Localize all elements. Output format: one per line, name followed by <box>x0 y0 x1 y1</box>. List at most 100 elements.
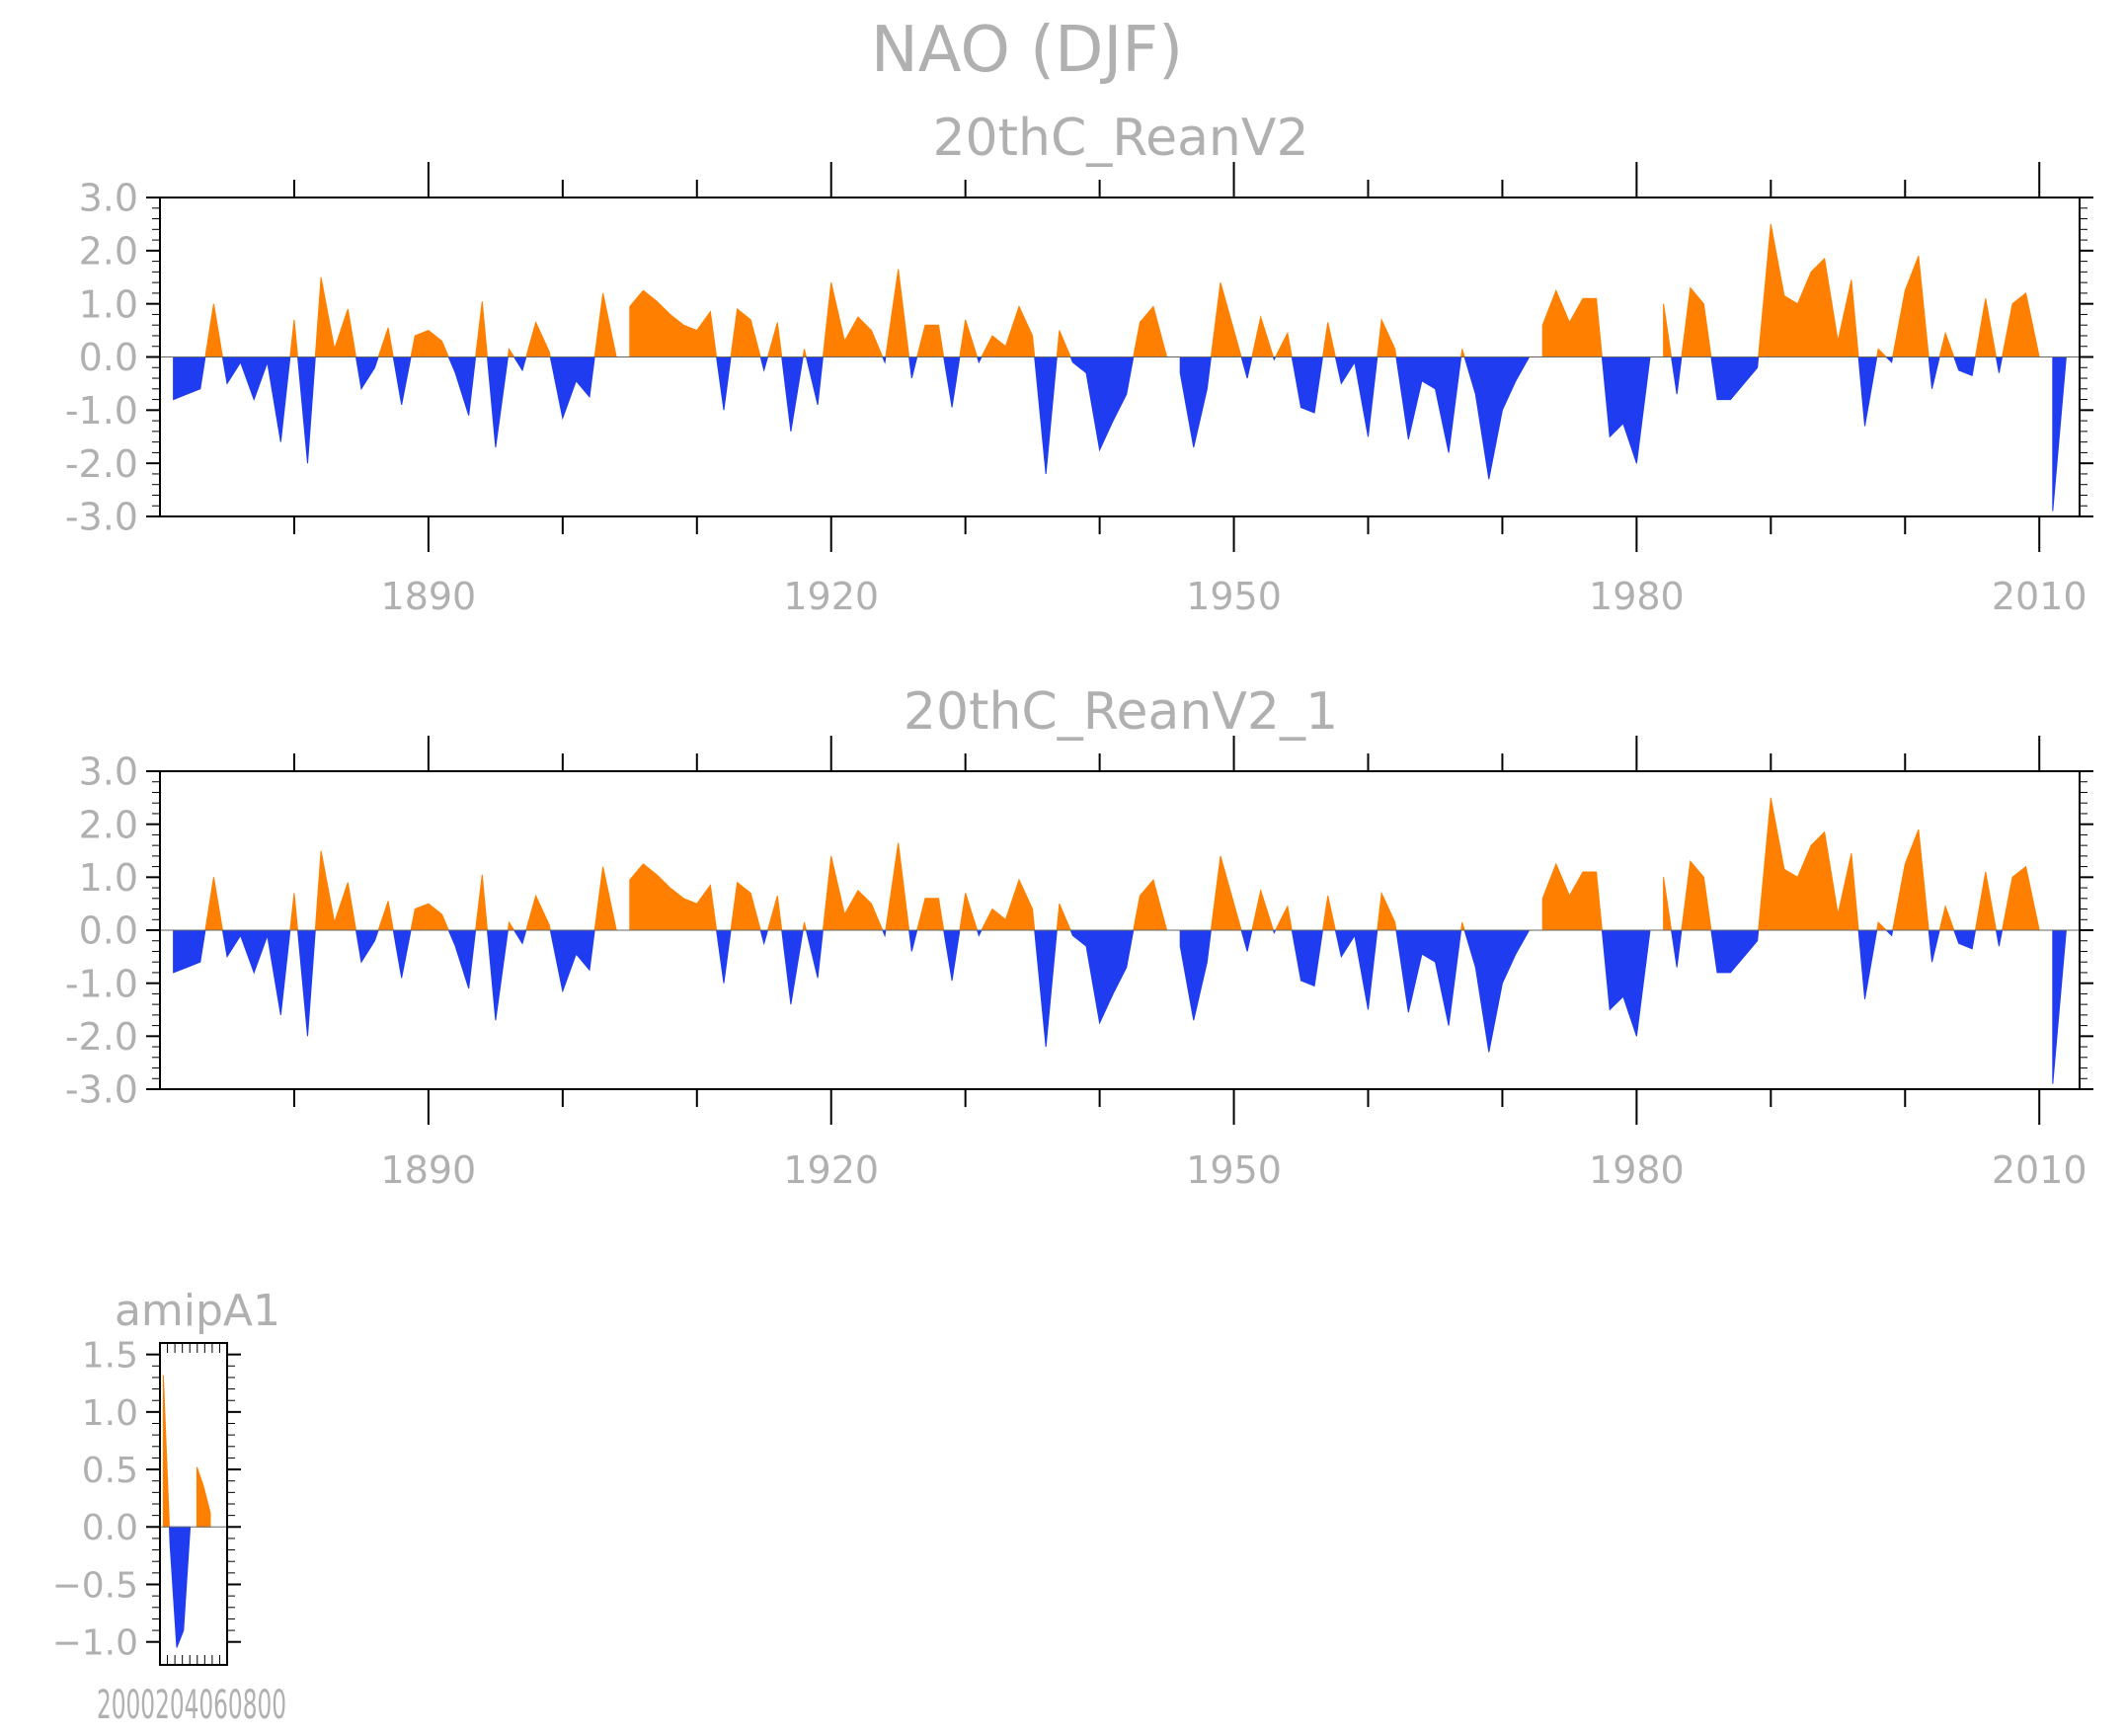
positive-area-18 <box>1056 904 1071 931</box>
x-tick-label: 1950 <box>1186 575 1282 618</box>
positive-area-25 <box>1460 349 1465 357</box>
y-tick-label: -3.0 <box>65 1068 138 1112</box>
negative-area-15 <box>943 929 961 982</box>
positive-area-17 <box>981 878 1036 931</box>
y-tick-label: 0.0 <box>79 909 138 953</box>
negative-area-24 <box>1395 929 1462 1026</box>
x-tick-label: 1950 <box>1186 1148 1282 1192</box>
positive-area-20 <box>1210 281 1242 357</box>
negative-area-7 <box>512 356 527 372</box>
positive-area-1 <box>289 893 299 931</box>
negative-area-13 <box>882 929 887 938</box>
negative-area-33 <box>1995 356 2004 373</box>
positive-area-4 <box>410 903 450 931</box>
positive-area-34 <box>2001 292 2040 357</box>
x-tick-label: 1920 <box>783 1148 879 1192</box>
negative-area-1 <box>221 929 291 1015</box>
negative-area-28 <box>1710 929 1760 974</box>
negative-area-1 <box>221 356 291 442</box>
positive-area-13 <box>822 281 884 357</box>
panel-20thc-reanv2-1: 20thC_ReanV2_1 3.0 2.0 1.0 0.0 -1.0 -2.0 -3.0 1… <box>65 682 2093 1192</box>
positive-area-7 <box>525 321 551 357</box>
positive-area-4 <box>410 330 450 357</box>
negative-area-0 <box>168 1526 192 1648</box>
positive-area-3 <box>377 901 394 931</box>
positive-area-16 <box>959 319 979 357</box>
positive-area-13 <box>822 855 884 931</box>
x-tick-label: 1920 <box>783 575 879 618</box>
negative-area-16 <box>976 356 983 364</box>
y-tick-label: -2.0 <box>65 442 138 486</box>
positive-area-27 <box>1663 303 1673 357</box>
negative-area-32 <box>1953 356 1977 376</box>
positive-area-5 <box>475 300 489 357</box>
positive-area-6 <box>507 347 515 357</box>
negative-area-12 <box>805 356 824 406</box>
positive-area-32 <box>1938 905 1955 931</box>
negative-area-29 <box>1857 356 1878 427</box>
negative-area-23 <box>1334 356 1378 437</box>
positive-area-19 <box>1133 878 1168 931</box>
negative-area-6 <box>486 356 509 448</box>
negative-area-22 <box>1291 929 1324 987</box>
negative-area-18 <box>1069 929 1135 1025</box>
negative-area-28 <box>1710 356 1760 401</box>
negative-area-3 <box>354 356 379 391</box>
positive-area-21 <box>1251 888 1275 931</box>
negative-area-24 <box>1395 356 1462 453</box>
positive-area-21 <box>1251 315 1275 357</box>
panel-title: 20thC_ReanV2_1 <box>904 682 1338 742</box>
positive-area-10 <box>730 308 761 357</box>
positive-area-31 <box>1892 256 1929 357</box>
negative-area-10 <box>759 356 769 372</box>
negative-area-7 <box>512 929 527 945</box>
negative-area-8 <box>549 929 595 993</box>
positive-area-3 <box>377 327 394 357</box>
positive-area-15 <box>916 898 945 931</box>
positive-area-30 <box>1876 920 1888 931</box>
positive-area-23 <box>1321 322 1337 357</box>
negative-area-34 <box>2052 929 2067 1084</box>
positive-area-2 <box>314 276 357 357</box>
negative-area-20 <box>1240 929 1253 952</box>
panel-title: amipA1 <box>115 1286 280 1336</box>
negative-area-10 <box>759 929 769 946</box>
negative-area-8 <box>549 356 595 421</box>
positive-area-7 <box>525 894 551 931</box>
y-tick-label: 2.0 <box>79 230 138 274</box>
negative-area-0 <box>173 356 206 401</box>
y-tick-label: −0.5 <box>52 1565 138 1606</box>
positive-area-11 <box>766 322 783 357</box>
negative-area-25 <box>1463 929 1531 1053</box>
positive-area-24 <box>1377 891 1397 931</box>
x-tick-label: 1890 <box>381 575 477 618</box>
positive-area-22 <box>1274 331 1293 357</box>
negative-area-0 <box>173 929 206 974</box>
positive-area-19 <box>1133 305 1168 357</box>
positive-area-20 <box>1210 855 1242 931</box>
negative-area-20 <box>1240 356 1253 379</box>
positive-area-28 <box>1681 860 1712 931</box>
negative-area-12 <box>805 929 824 979</box>
positive-area-12 <box>802 349 808 357</box>
negative-area-2 <box>296 929 316 1037</box>
panel-title: 20thC_ReanV2 <box>932 109 1308 168</box>
positive-area-8 <box>593 866 617 931</box>
y-tick-label: 2.0 <box>79 803 138 846</box>
positive-area-16 <box>959 893 979 931</box>
positive-area-25 <box>1460 921 1465 931</box>
positive-area-14 <box>885 269 910 357</box>
positive-area-34 <box>2001 865 2040 931</box>
y-tick-label: 1.0 <box>79 856 138 900</box>
positive-area-18 <box>1056 330 1071 357</box>
y-tick-label: 3.0 <box>79 750 138 794</box>
x-tick-label: 2010 <box>1992 1148 2087 1192</box>
negative-area-18 <box>1069 356 1135 452</box>
negative-area-25 <box>1463 356 1531 480</box>
negative-area-6 <box>486 929 509 1021</box>
positive-area-0 <box>204 303 223 357</box>
positive-area-2 <box>314 850 357 931</box>
negative-area-9 <box>716 356 732 411</box>
positive-area-26 <box>1541 862 1603 931</box>
